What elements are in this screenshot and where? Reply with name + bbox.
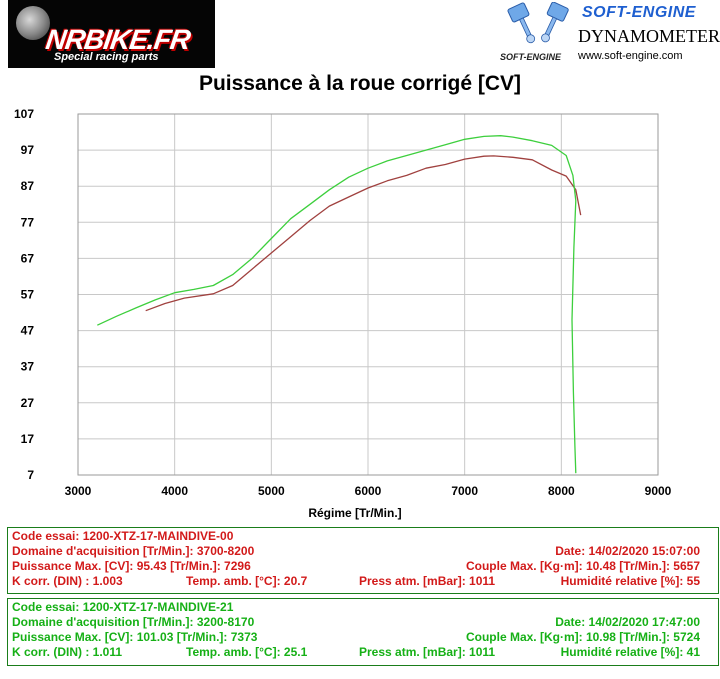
series-line-2: [97, 135, 577, 474]
y-tick-label: 67: [21, 251, 35, 265]
series-line-1: [145, 155, 582, 312]
acquisition-domain: Domaine d'acquisition [Tr/Min.]: 3200-81…: [12, 615, 255, 629]
panel-separator: [7, 593, 719, 599]
max-power: Puissance Max. [CV]: 101.03 [Tr/Min.]: 7…: [12, 630, 258, 644]
y-tick-label: 57: [21, 288, 35, 302]
x-tick-label: 9000: [645, 484, 672, 498]
nrbike-logo: NRBIKE.FR Special racing parts: [8, 0, 215, 68]
y-tick-label: 97: [21, 143, 35, 157]
x-tick-label: 7000: [451, 484, 478, 498]
x-tick-label: 8000: [548, 484, 575, 498]
y-tick-label: 77: [21, 215, 35, 229]
helmet-icon: [16, 6, 50, 40]
atmospheric-pressure: Press atm. [mBar]: 1011: [359, 645, 496, 659]
x-tick-label: 3000: [65, 484, 92, 498]
soft-engine-small-label: SOFT-ENGINE: [500, 52, 562, 62]
x-tick-label: 4000: [161, 484, 188, 498]
k-correction: K corr. (DIN) : 1.011: [12, 645, 123, 659]
soft-engine-title: SOFT-ENGINE: [582, 4, 696, 21]
x-axis-label: Régime [Tr/Min.]: [308, 506, 401, 520]
max-power: Puissance Max. [CV]: 95.43 [Tr/Min.]: 72…: [12, 559, 251, 573]
ambient-temperature: Temp. amb. [°C]: 25.1: [186, 645, 308, 659]
y-tick-label: 47: [21, 324, 35, 338]
y-tick-label: 107: [14, 107, 34, 121]
soft-engine-url: www.soft-engine.com: [578, 50, 683, 62]
relative-humidity: Humidité relative [%]: 41: [560, 645, 700, 659]
test-date: Date: 14/02/2020 17:47:00: [555, 615, 700, 629]
pistons-icon: [507, 2, 569, 44]
test-code: Code essai: 1200-XTZ-17-MAINDIVE-00: [12, 529, 234, 543]
dynamometers-label: DYNAMOMETERS: [578, 26, 720, 46]
atmospheric-pressure: Press atm. [mBar]: 1011: [359, 574, 496, 588]
test-info-panel-2: Code essai: 1200-XTZ-17-MAINDIVE-21 Doma…: [7, 598, 719, 666]
y-tick-labels: 107 97 87 77 67 57 47 37 27 17 7: [14, 107, 34, 482]
x-tick-label: 6000: [355, 484, 382, 498]
soft-engine-logo: SOFT-ENGINE DYNAMOMETERS SOFT-ENGINE www…: [496, 0, 720, 68]
k-correction: K corr. (DIN) : 1.003: [12, 574, 123, 588]
y-tick-label: 27: [21, 396, 35, 410]
acquisition-domain: Domaine d'acquisition [Tr/Min.]: 3700-82…: [12, 544, 255, 558]
chart-grid: [77, 113, 659, 476]
test-date: Date: 14/02/2020 15:07:00: [555, 544, 700, 558]
ambient-temperature: Temp. amb. [°C]: 20.7: [186, 574, 308, 588]
series-lines: [97, 135, 582, 474]
power-chart: 107 97 87 77 67 57 47 37 27 17 7 3000 4000 5000 6000 7…: [14, 107, 672, 520]
plot-frame: [77, 113, 659, 476]
y-tick-label: 37: [21, 360, 35, 374]
max-torque: Couple Max. [Kg·m]: 10.48 [Tr/Min.]: 565…: [465, 559, 700, 573]
test-info-panel-1: Code essai: 1200-XTZ-17-MAINDIVE-00 Doma…: [7, 527, 719, 594]
y-tick-label: 87: [21, 179, 35, 193]
y-tick-label: 7: [27, 468, 34, 482]
nrbike-tagline: Special racing parts: [54, 51, 159, 63]
relative-humidity: Humidité relative [%]: 55: [560, 574, 700, 588]
y-tick-label: 17: [21, 432, 35, 446]
x-tick-label: 5000: [258, 484, 285, 498]
chart-title: Puissance à la roue corrigé [CV]: [198, 72, 522, 95]
test-code: Code essai: 1200-XTZ-17-MAINDIVE-21: [12, 600, 234, 614]
x-tick-labels: 3000 4000 5000 6000 7000 8000 9000: [65, 484, 672, 498]
max-torque: Couple Max. [Kg·m]: 10.98 [Tr/Min.]: 572…: [465, 630, 700, 644]
